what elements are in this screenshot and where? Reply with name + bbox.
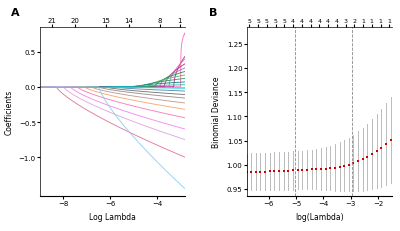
X-axis label: Log Lambda: Log Lambda (89, 212, 136, 221)
Text: B: B (209, 7, 217, 18)
Y-axis label: Binomial Deviance: Binomial Deviance (212, 76, 221, 148)
Text: A: A (11, 7, 20, 18)
Y-axis label: Coefficients: Coefficients (4, 89, 13, 135)
X-axis label: log(Lambda): log(Lambda) (295, 212, 344, 221)
